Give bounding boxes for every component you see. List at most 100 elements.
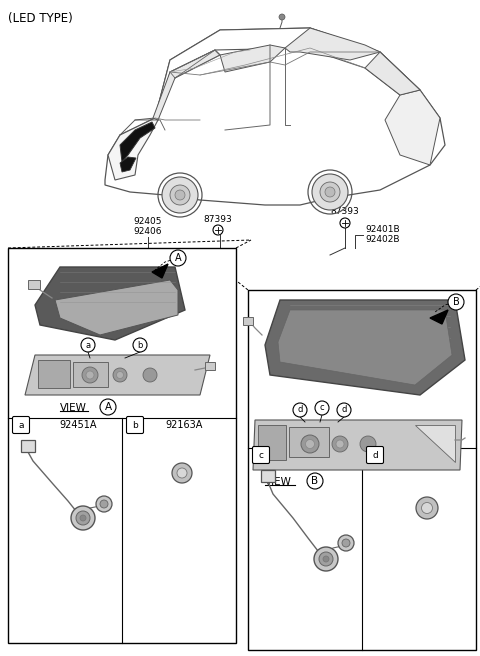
Text: 92163A: 92163A [405,450,443,460]
Text: B: B [312,476,319,486]
FancyBboxPatch shape [248,290,476,650]
Circle shape [338,535,354,551]
Circle shape [332,436,348,452]
FancyBboxPatch shape [38,360,70,388]
Text: d: d [341,405,347,415]
Text: VIEW: VIEW [60,403,87,413]
Circle shape [71,506,95,530]
FancyBboxPatch shape [127,417,144,434]
Circle shape [113,368,127,382]
Circle shape [86,371,94,379]
Circle shape [360,436,376,452]
Circle shape [336,440,344,448]
Text: A: A [105,402,111,412]
Polygon shape [35,267,185,340]
Text: 92402B: 92402B [365,236,399,245]
Circle shape [177,468,187,478]
Circle shape [213,225,223,235]
Polygon shape [415,425,455,462]
Circle shape [80,515,86,521]
Circle shape [319,552,333,566]
Text: c: c [320,403,324,413]
Text: 92163A: 92163A [165,420,203,430]
Text: a: a [85,340,91,350]
Text: 87393: 87393 [204,215,232,224]
Polygon shape [55,280,178,335]
Circle shape [81,338,95,352]
Text: 92451A: 92451A [59,420,97,430]
Circle shape [421,502,432,514]
Circle shape [172,463,192,483]
Circle shape [293,403,307,417]
FancyBboxPatch shape [243,317,253,325]
FancyBboxPatch shape [261,470,275,482]
Polygon shape [265,300,465,395]
Polygon shape [120,157,136,172]
Circle shape [170,185,190,205]
Text: a: a [18,420,24,430]
FancyBboxPatch shape [289,427,329,457]
Circle shape [301,435,319,453]
Text: d: d [297,405,303,415]
Circle shape [133,338,147,352]
Polygon shape [152,264,168,278]
Circle shape [279,14,285,20]
Text: 92450A: 92450A [299,450,337,460]
Circle shape [96,496,112,512]
Polygon shape [385,90,440,165]
Circle shape [314,547,338,571]
Text: c: c [259,451,264,459]
Text: B: B [453,297,459,307]
Circle shape [340,218,350,228]
Circle shape [170,250,186,266]
Circle shape [100,399,116,415]
Circle shape [342,539,350,547]
FancyBboxPatch shape [28,280,40,289]
Circle shape [416,497,438,519]
FancyBboxPatch shape [73,362,108,387]
FancyBboxPatch shape [12,417,29,434]
Circle shape [76,511,90,525]
FancyBboxPatch shape [258,425,286,460]
Text: b: b [137,340,143,350]
Text: A: A [175,253,181,263]
Text: d: d [372,451,378,459]
Polygon shape [285,28,380,60]
Polygon shape [25,355,210,395]
FancyBboxPatch shape [8,248,236,643]
Circle shape [117,371,123,379]
Text: 92401B: 92401B [365,226,400,234]
Text: 92406: 92406 [134,228,162,237]
Polygon shape [278,310,452,385]
Polygon shape [253,420,462,470]
Polygon shape [430,310,448,324]
Circle shape [143,368,157,382]
Circle shape [305,440,314,449]
Polygon shape [365,52,420,95]
Polygon shape [155,28,420,120]
Polygon shape [153,50,220,120]
FancyBboxPatch shape [252,447,269,464]
Polygon shape [108,118,158,180]
Text: 87393: 87393 [331,207,360,216]
Text: b: b [132,420,138,430]
Circle shape [307,473,323,489]
Circle shape [100,500,108,508]
FancyBboxPatch shape [367,447,384,464]
Text: (LED TYPE): (LED TYPE) [8,12,73,25]
FancyBboxPatch shape [205,362,215,370]
Circle shape [320,182,340,202]
Text: VIEW: VIEW [265,477,292,487]
Polygon shape [220,45,285,72]
Circle shape [312,174,348,210]
Circle shape [337,403,351,417]
Text: 92405: 92405 [134,218,162,226]
Circle shape [82,367,98,383]
Circle shape [323,556,329,562]
Polygon shape [120,122,155,162]
FancyBboxPatch shape [21,440,35,452]
Circle shape [448,294,464,310]
Circle shape [325,187,335,197]
Circle shape [175,190,185,200]
Circle shape [315,401,329,415]
